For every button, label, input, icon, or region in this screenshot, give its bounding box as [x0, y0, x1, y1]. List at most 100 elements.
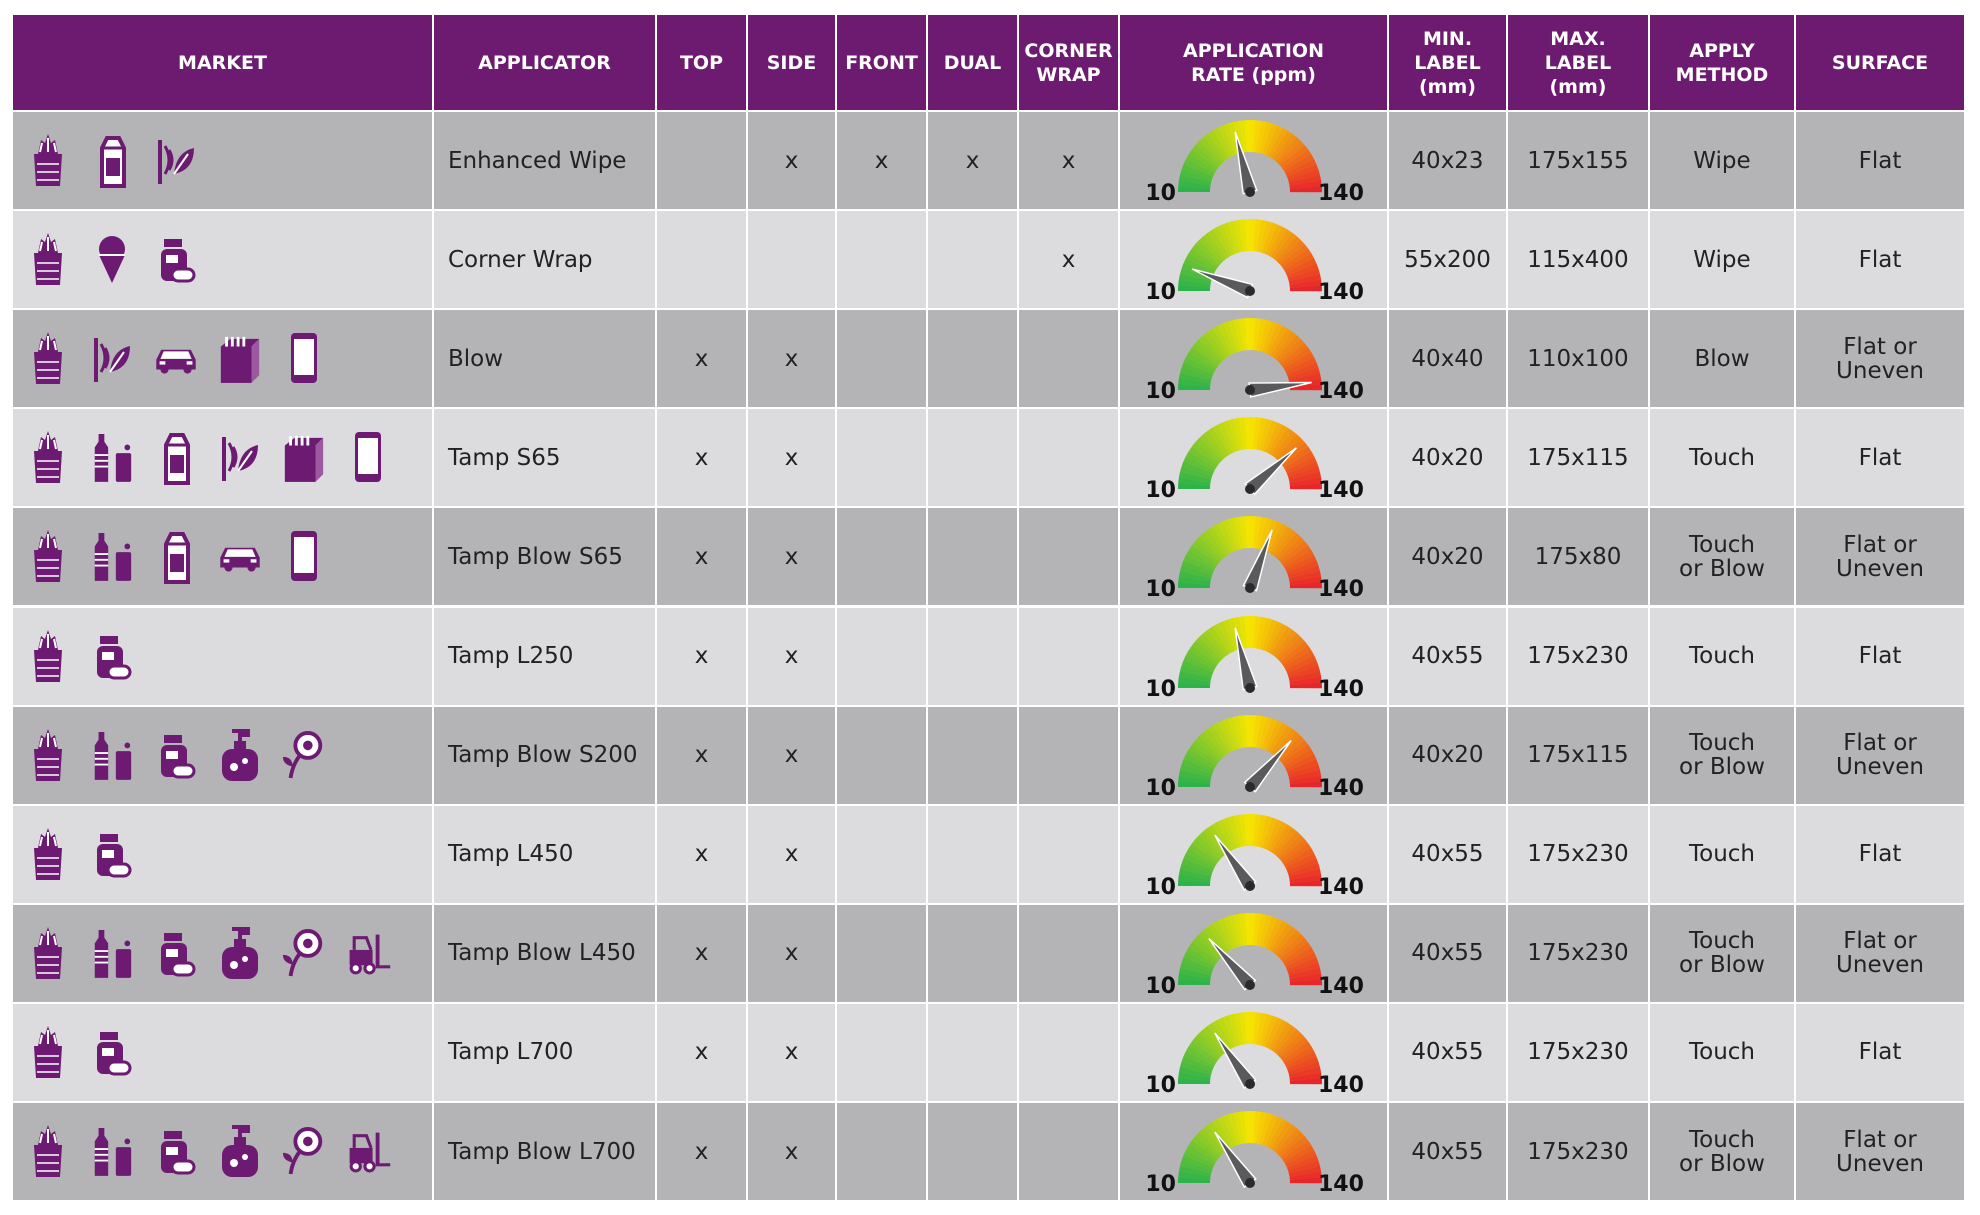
market-icon: [97, 234, 127, 285]
gauge-arc: [1280, 1037, 1309, 1061]
min-label-text: 40x23: [1411, 147, 1484, 174]
gauge-arc: [1268, 524, 1288, 555]
gauge-arc: [1212, 623, 1232, 654]
check-mark-text: x: [694, 444, 709, 471]
check-mark: [837, 409, 928, 509]
gauge-arc: [1181, 956, 1214, 973]
market-cell: [13, 112, 434, 212]
gauge-arc: [1179, 1061, 1213, 1075]
max-label-text: 175x115: [1527, 742, 1629, 769]
gauge-arc: [1250, 912, 1256, 945]
gauge-arc: [1286, 164, 1319, 180]
gauge-arc: [1195, 834, 1222, 860]
max-label-text: 175x230: [1527, 841, 1629, 868]
gauge-arc: [1178, 472, 1212, 484]
gauge-arc: [1181, 1155, 1214, 1171]
gauge-arc: [1238, 615, 1248, 648]
check-mark: x: [657, 904, 748, 1004]
market-icon: [32, 231, 64, 287]
gauge-arc: [1244, 516, 1251, 549]
check-mark: x: [657, 805, 748, 905]
gauge-arc: [1282, 446, 1312, 469]
check-mark-text: x: [784, 1138, 799, 1165]
gauge-arc: [1233, 913, 1244, 946]
check-mark: [748, 211, 837, 311]
gauge-arc: [1185, 946, 1216, 967]
header-cell-text: DUAL: [943, 51, 1002, 74]
gauge-arc: [1282, 1041, 1312, 1064]
surface: Flat or Uneven: [1796, 706, 1966, 806]
gauge-arc: [1183, 555, 1215, 574]
min-label: 40x20: [1389, 508, 1508, 608]
gauge-arc: [1273, 926, 1297, 955]
header-cell: TOP: [657, 15, 748, 112]
gauge-arc: [1286, 560, 1319, 577]
applicator: Enhanced Wipe: [434, 112, 657, 212]
gauge-arc: [1207, 427, 1230, 457]
gauge-cell: 10 140: [1120, 805, 1389, 905]
applicator-text: Tamp L250: [448, 643, 574, 670]
gauge-arc: [1278, 141, 1305, 167]
market-icon: [220, 435, 260, 484]
gauge-arc: [1222, 519, 1238, 552]
gauge-arc: [1238, 318, 1248, 351]
max-label-text: 175x115: [1527, 444, 1629, 471]
gauge-arc: [1222, 222, 1238, 255]
apply-method: Touch or Blow: [1650, 904, 1796, 1004]
check-mark: [837, 1103, 928, 1203]
gauge-arc: [1288, 1061, 1321, 1075]
gauge-arc: [1262, 619, 1278, 651]
gauge-arc: [1207, 130, 1230, 160]
applicator: Tamp S65: [434, 409, 657, 509]
min-label-text: 40x20: [1411, 742, 1484, 769]
gauge-arc: [1268, 1019, 1288, 1050]
surface-text: Flat or Uneven: [1836, 1126, 1924, 1177]
min-label-text: 40x40: [1411, 345, 1484, 372]
check-mark-text: x: [874, 147, 889, 174]
header-cell-text: FRONT: [845, 51, 918, 74]
min-label: 40x20: [1389, 409, 1508, 509]
market-icon: [32, 1024, 64, 1080]
gauge-arc: [1265, 819, 1283, 851]
header-cell: DUAL: [928, 15, 1019, 112]
gauge-arc: [1181, 560, 1214, 577]
gauge-cell: 10 140: [1120, 409, 1389, 509]
gauge-arc: [1285, 159, 1317, 177]
surface: Flat: [1796, 211, 1966, 311]
gauge-arc: [1217, 620, 1235, 652]
gauge-arc: [1191, 1136, 1220, 1160]
market-icon: [95, 633, 132, 680]
gauge-arc: [1280, 739, 1309, 764]
gauge-arc: [1188, 347, 1218, 370]
header-cell: APPLICATION RATE (ppm): [1120, 15, 1389, 112]
check-mark: x: [748, 112, 837, 212]
check-mark: [1019, 805, 1120, 905]
gauge-arc: [1289, 780, 1322, 787]
gauge-arc: [1179, 962, 1213, 976]
market-icons: [32, 430, 381, 506]
gauge-arc: [1282, 942, 1312, 965]
gauge-arc: [1259, 716, 1273, 749]
check-mark: [928, 409, 1019, 509]
check-mark: [928, 508, 1019, 608]
gauge-arc: [1256, 517, 1268, 550]
apply-method: Touch: [1650, 1003, 1796, 1103]
gauge-arc: [1183, 1150, 1215, 1168]
gauge-arc: [1178, 279, 1211, 288]
gauge-arc: [1273, 232, 1297, 261]
gauge-arc: [1203, 529, 1227, 558]
needle-hub: [1245, 1078, 1255, 1089]
gauge-arc: [1282, 1140, 1312, 1163]
gauge-arc: [1259, 1112, 1273, 1146]
gauge: 10 140: [1145, 912, 1364, 999]
gauge-arc: [1286, 1155, 1319, 1171]
gauge-arc: [1178, 477, 1211, 487]
applicator-text: Blow: [448, 345, 504, 372]
gauge-arc: [1265, 521, 1283, 553]
min-label-text: 40x55: [1411, 1039, 1484, 1066]
gauge-arc: [1191, 244, 1220, 268]
surface-text: Flat: [1858, 1039, 1902, 1066]
max-label: 175x230: [1508, 607, 1650, 707]
gauge-arc: [1259, 320, 1273, 353]
gauge-arc: [1278, 1132, 1305, 1158]
